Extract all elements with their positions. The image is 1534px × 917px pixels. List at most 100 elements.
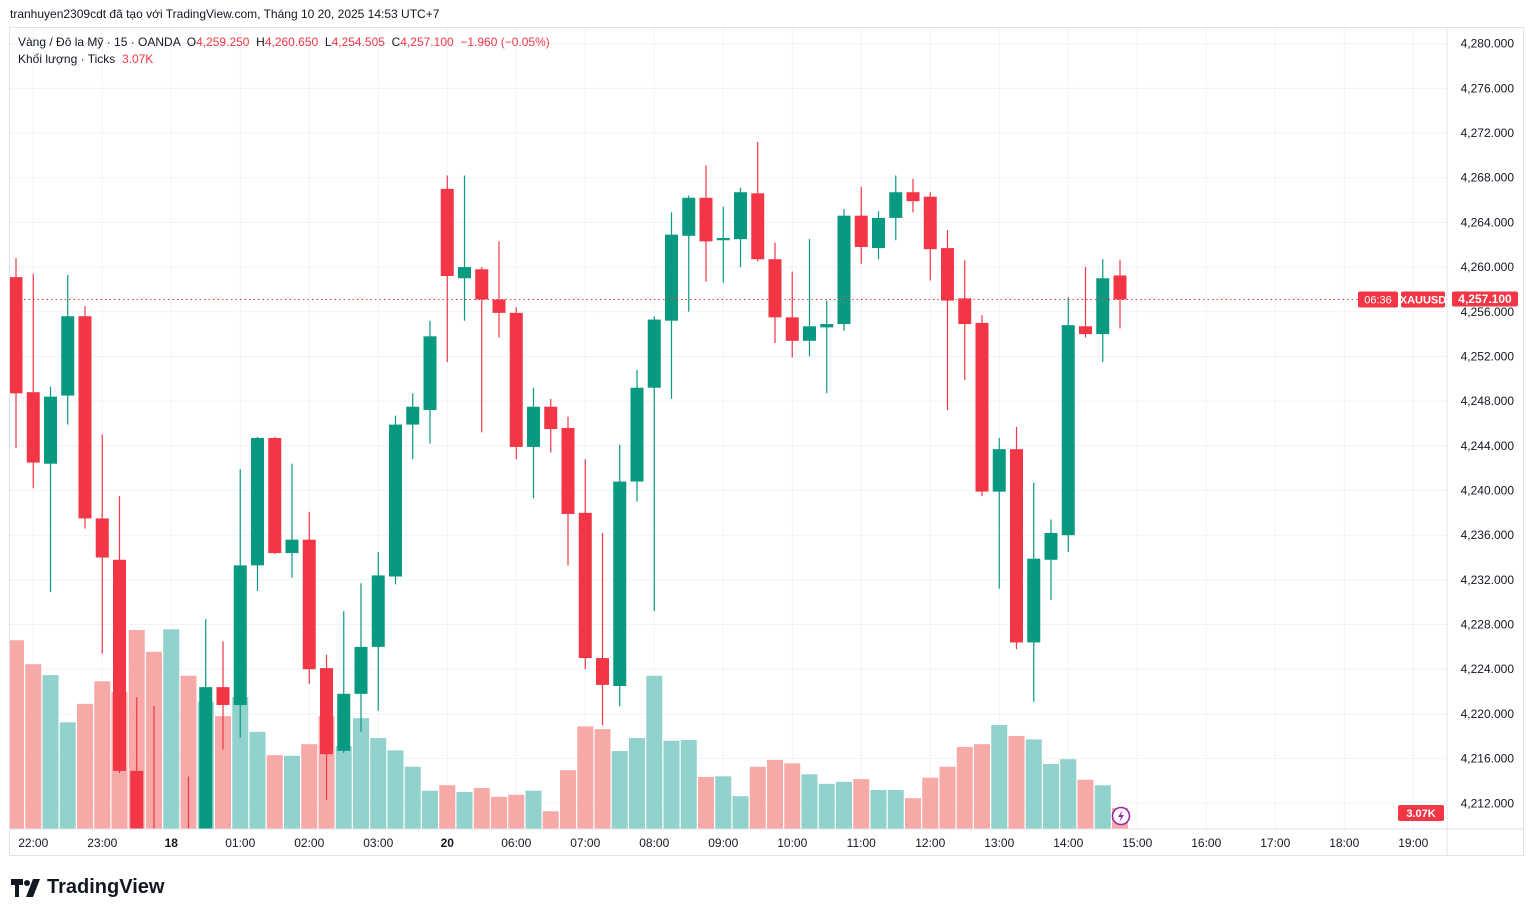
candle-down[interactable]: [596, 658, 609, 685]
time-tick-label: 13:00: [984, 836, 1014, 850]
time-tick-label: 19:00: [1398, 836, 1428, 850]
candle-up[interactable]: [1061, 325, 1075, 536]
candle-down[interactable]: [492, 299, 506, 313]
price-tag-value: 4,257.100: [1458, 292, 1512, 306]
candle-down[interactable]: [941, 248, 954, 301]
candle-down[interactable]: [751, 193, 765, 260]
candle-up[interactable]: [630, 387, 644, 482]
candle-up[interactable]: [716, 238, 730, 241]
candle-up[interactable]: [389, 424, 402, 577]
candle-down[interactable]: [302, 539, 316, 670]
candle-up[interactable]: [233, 565, 247, 705]
candle-up[interactable]: [820, 324, 834, 328]
tradingview-logo[interactable]: TradingView: [11, 876, 164, 899]
candle-down[interactable]: [95, 518, 109, 558]
candle-up[interactable]: [992, 449, 1006, 492]
candle-up[interactable]: [837, 215, 851, 325]
lightning-icon[interactable]: [1111, 806, 1131, 826]
candle-up[interactable]: [803, 326, 816, 341]
chart-frame: [9, 27, 1524, 856]
volume-bar: [335, 746, 352, 829]
candle-up[interactable]: [1044, 532, 1058, 560]
candle-up[interactable]: [665, 234, 678, 321]
volume-bar: [698, 777, 714, 829]
volume-bar: [525, 790, 542, 829]
price-tick-label: 4,236.000: [1461, 528, 1515, 542]
candle-down[interactable]: [958, 298, 972, 325]
candle-up[interactable]: [337, 693, 351, 751]
candle-down[interactable]: [1079, 326, 1092, 335]
candle-down[interactable]: [975, 322, 989, 492]
candle-down[interactable]: [26, 392, 40, 463]
candle-up[interactable]: [734, 192, 747, 240]
candle-down[interactable]: [785, 317, 799, 341]
volume-bar: [629, 738, 645, 829]
candle-up[interactable]: [44, 396, 57, 464]
chart-legend: Vàng / Đô la Mỹ · 15 · OANDA O4,259.250 …: [18, 34, 550, 68]
time-tick-label: 08:00: [639, 836, 669, 850]
volume-bar: [284, 755, 300, 829]
candle-down[interactable]: [923, 196, 937, 250]
volume-bar: [646, 675, 663, 829]
candle-down[interactable]: [561, 427, 575, 514]
candle-up[interactable]: [423, 336, 437, 411]
candle-down[interactable]: [544, 406, 558, 430]
candle-down[interactable]: [78, 316, 92, 519]
close-label: C: [391, 35, 401, 49]
candle-up[interactable]: [165, 882, 178, 917]
candle-down[interactable]: [113, 559, 126, 771]
candle-up[interactable]: [285, 539, 299, 554]
candle-down[interactable]: [906, 192, 920, 202]
candle-up[interactable]: [889, 192, 903, 218]
candle-up[interactable]: [61, 316, 75, 396]
candle-up[interactable]: [371, 575, 385, 647]
candle-down[interactable]: [440, 188, 454, 277]
volume-bar: [905, 798, 921, 829]
candle-down[interactable]: [268, 437, 282, 554]
candle-up[interactable]: [1027, 558, 1041, 643]
volume-bar: [473, 787, 490, 829]
candle-down[interactable]: [216, 687, 230, 705]
candle-down[interactable]: [699, 197, 713, 242]
candle-up[interactable]: [682, 197, 696, 236]
low-label: L: [324, 35, 332, 49]
time-tick-label: 01:00: [225, 836, 255, 850]
time-tick-label: 10:00: [777, 836, 807, 850]
candle-up[interactable]: [406, 406, 420, 425]
volume-bars: [10, 629, 1128, 829]
volume-bar: [1060, 759, 1077, 829]
price-tick-label: 4,224.000: [1461, 662, 1515, 676]
candle-down[interactable]: [10, 277, 23, 394]
candle-down[interactable]: [768, 259, 782, 318]
volume-label[interactable]: Khối lượng · Ticks: [18, 52, 116, 66]
volume-value: 3.07K: [121, 52, 154, 66]
candle-up[interactable]: [647, 319, 661, 388]
candle-down[interactable]: [475, 269, 489, 300]
volume-bar: [1008, 735, 1025, 829]
candle-up[interactable]: [354, 646, 368, 694]
overlay: 06:36 XAUUSD 3.07K: [24, 291, 1447, 826]
candle-up[interactable]: [1096, 278, 1110, 335]
candle-down[interactable]: [320, 668, 333, 755]
candle-down[interactable]: [854, 215, 868, 247]
candle-down[interactable]: [1113, 275, 1127, 300]
candle-up[interactable]: [199, 687, 213, 904]
candle-up[interactable]: [613, 481, 627, 687]
symbol-label[interactable]: Vàng / Đô la Mỹ · 15 · OANDA: [18, 35, 181, 49]
candle-down[interactable]: [578, 512, 592, 659]
time-tick-label: 16:00: [1191, 836, 1221, 850]
candle-up[interactable]: [527, 406, 540, 447]
volume-bar: [301, 744, 318, 829]
candle-down[interactable]: [509, 312, 523, 447]
candle-down[interactable]: [1010, 449, 1023, 643]
volume-bar: [42, 675, 59, 829]
price-tick-label: 4,268.000: [1461, 171, 1515, 185]
candle-down[interactable]: [182, 870, 195, 915]
time-tick-label: 18: [165, 836, 179, 850]
candle-down[interactable]: [130, 770, 144, 865]
price-tick-label: 4,264.000: [1461, 215, 1515, 229]
candle-up[interactable]: [872, 217, 885, 249]
candle-up[interactable]: [458, 267, 471, 279]
candle-up[interactable]: [251, 437, 264, 566]
